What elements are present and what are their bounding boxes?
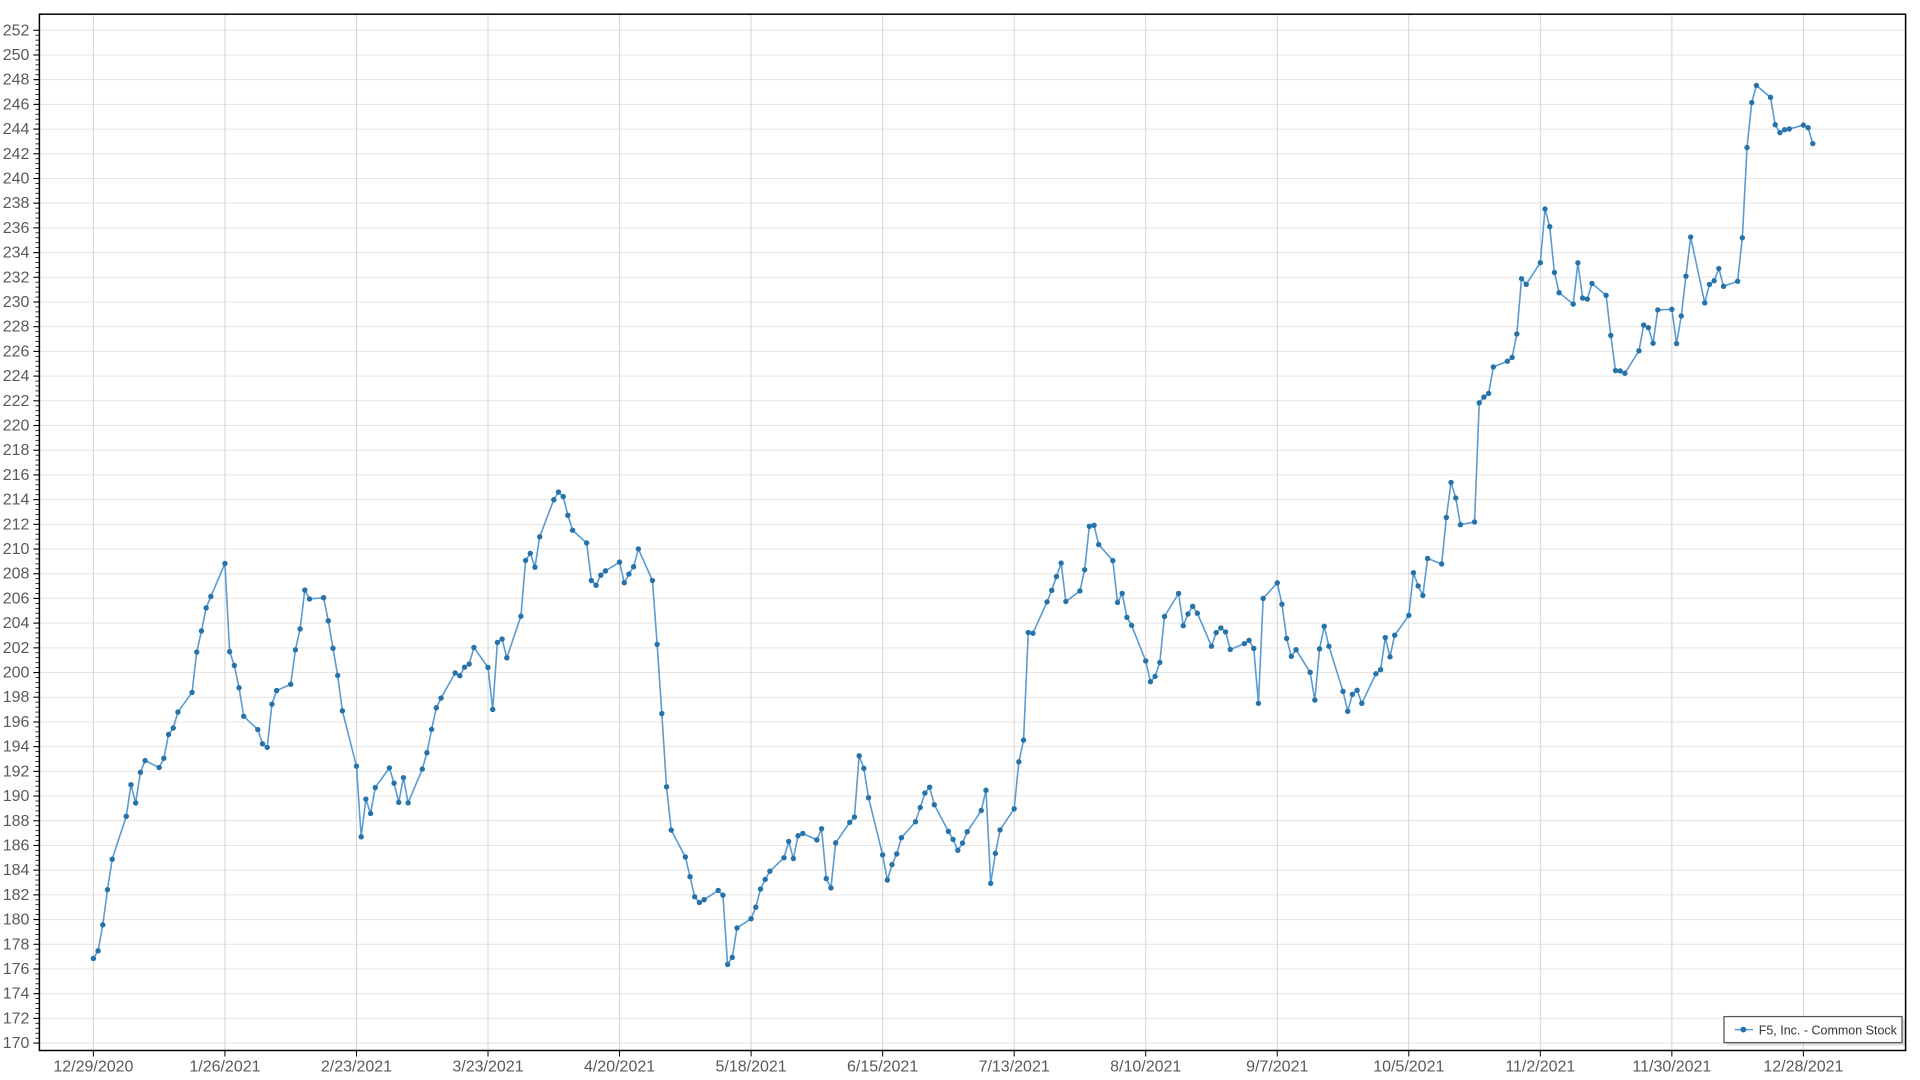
svg-text:200: 200 [3,665,30,682]
svg-text:246: 246 [3,96,30,113]
svg-text:218: 218 [3,442,30,459]
svg-text:192: 192 [3,763,30,780]
svg-text:180: 180 [3,912,30,929]
svg-text:5/18/2021: 5/18/2021 [715,1059,786,1076]
svg-text:188: 188 [3,813,30,830]
svg-text:182: 182 [3,887,30,904]
svg-text:3/23/2021: 3/23/2021 [452,1059,523,1076]
svg-text:12/29/2020: 12/29/2020 [53,1059,133,1076]
svg-text:172: 172 [3,1010,30,1027]
svg-text:236: 236 [3,220,30,237]
svg-text:206: 206 [3,590,30,607]
svg-text:210: 210 [3,541,30,558]
svg-text:184: 184 [3,862,30,879]
svg-text:240: 240 [3,170,30,187]
svg-text:252: 252 [3,22,30,39]
svg-text:196: 196 [3,714,30,731]
svg-text:186: 186 [3,837,30,854]
svg-text:244: 244 [3,121,30,138]
svg-text:2/23/2021: 2/23/2021 [321,1059,392,1076]
svg-text:242: 242 [3,146,30,163]
svg-text:174: 174 [3,986,30,1003]
svg-text:208: 208 [3,566,30,583]
svg-text:202: 202 [3,640,30,657]
svg-text:176: 176 [3,961,30,978]
svg-text:212: 212 [3,516,30,533]
svg-text:178: 178 [3,936,30,953]
svg-text:224: 224 [3,368,30,385]
svg-text:216: 216 [3,467,30,484]
svg-text:4/20/2021: 4/20/2021 [584,1059,655,1076]
svg-text:250: 250 [3,47,30,64]
svg-text:232: 232 [3,269,30,286]
svg-text:228: 228 [3,319,30,336]
svg-text:194: 194 [3,739,30,756]
svg-text:220: 220 [3,418,30,435]
svg-text:6/15/2021: 6/15/2021 [847,1059,918,1076]
svg-text:226: 226 [3,343,30,360]
svg-text:170: 170 [3,1035,30,1052]
svg-text:F5, Inc. - Common Stock: F5, Inc. - Common Stock [1759,1024,1898,1038]
svg-text:1/26/2021: 1/26/2021 [189,1059,260,1076]
svg-text:238: 238 [3,195,30,212]
svg-text:10/5/2021: 10/5/2021 [1373,1059,1444,1076]
svg-text:230: 230 [3,294,30,311]
svg-text:12/28/2021: 12/28/2021 [1763,1059,1843,1076]
svg-text:214: 214 [3,492,30,509]
svg-text:198: 198 [3,689,30,706]
svg-text:248: 248 [3,72,30,89]
svg-text:204: 204 [3,615,30,632]
svg-text:8/10/2021: 8/10/2021 [1110,1059,1181,1076]
svg-text:11/30/2021: 11/30/2021 [1632,1059,1711,1076]
svg-text:222: 222 [3,393,30,410]
svg-text:11/2/2021: 11/2/2021 [1505,1059,1575,1076]
svg-text:234: 234 [3,245,30,262]
svg-text:7/13/2021: 7/13/2021 [979,1059,1050,1076]
svg-text:190: 190 [3,788,30,805]
svg-text:9/7/2021: 9/7/2021 [1246,1059,1308,1076]
